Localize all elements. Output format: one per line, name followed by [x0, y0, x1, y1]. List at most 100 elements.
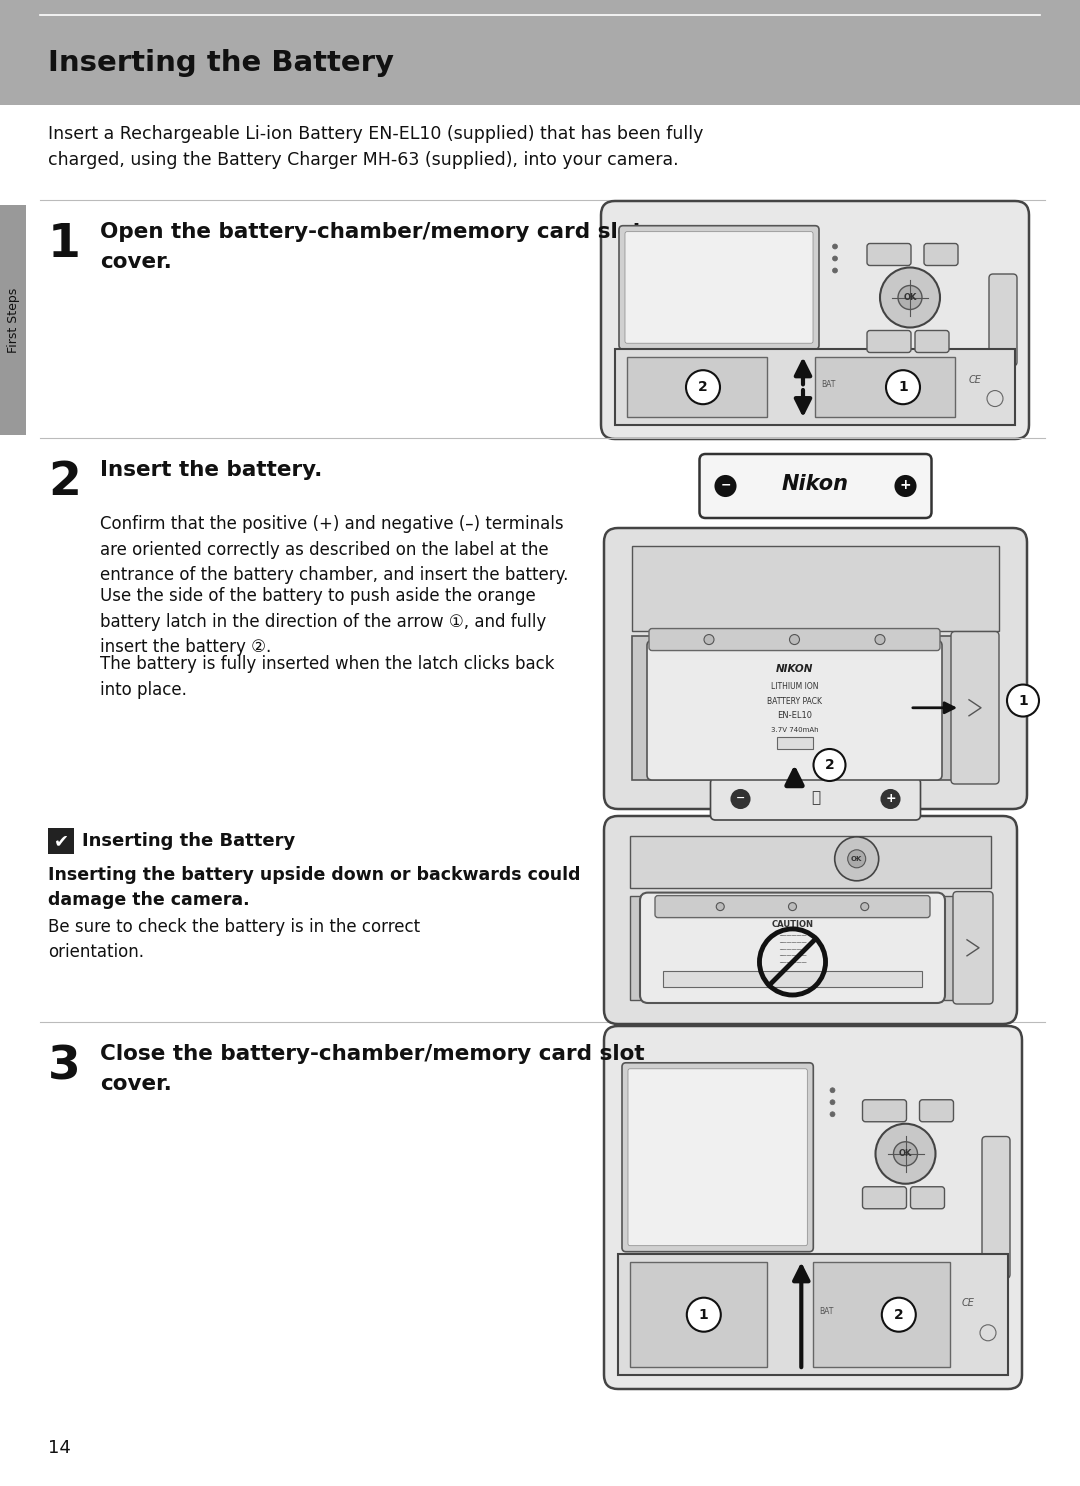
Text: CE: CE: [961, 1297, 974, 1308]
Circle shape: [897, 285, 922, 309]
Bar: [627, 358, 767, 418]
Text: ━━━━━━━━━━━: ━━━━━━━━━━━: [779, 935, 807, 939]
Text: 14: 14: [48, 1438, 71, 1456]
Circle shape: [831, 1088, 835, 1092]
FancyBboxPatch shape: [604, 816, 1017, 1024]
Bar: [615, 349, 1015, 425]
Text: OK: OK: [903, 293, 917, 302]
FancyBboxPatch shape: [982, 1137, 1010, 1278]
Text: NIKON: NIKON: [775, 664, 813, 673]
Circle shape: [831, 1100, 835, 1104]
Text: Insert a Rechargeable Li-ion Battery EN-EL10 (supplied) that has been fully
char: Insert a Rechargeable Li-ion Battery EN-…: [48, 125, 703, 169]
Circle shape: [861, 902, 868, 911]
Text: ━━━━━━━━━━━: ━━━━━━━━━━━: [779, 961, 807, 964]
Text: 1: 1: [899, 380, 908, 394]
FancyBboxPatch shape: [711, 779, 920, 820]
FancyBboxPatch shape: [640, 893, 945, 1003]
Circle shape: [835, 837, 879, 881]
Circle shape: [789, 635, 799, 645]
Text: EN-EL10: EN-EL10: [777, 710, 812, 719]
Bar: [48, 828, 75, 854]
Text: Use the side of the battery to push aside the orange
battery latch in the direct: Use the side of the battery to push asid…: [100, 587, 546, 657]
Text: 2: 2: [48, 461, 81, 505]
FancyBboxPatch shape: [647, 640, 942, 780]
Text: First Steps: First Steps: [6, 287, 19, 352]
Circle shape: [886, 370, 920, 404]
Text: −: −: [735, 794, 745, 802]
Bar: [632, 636, 957, 780]
Text: Inserting the battery upside down or backwards could
damage the camera.: Inserting the battery upside down or bac…: [48, 866, 581, 909]
FancyBboxPatch shape: [649, 629, 940, 651]
Circle shape: [686, 370, 720, 404]
Circle shape: [876, 1123, 935, 1184]
Text: −: −: [720, 478, 731, 492]
Circle shape: [704, 635, 714, 645]
Text: 2: 2: [698, 380, 707, 394]
Text: Close the battery-chamber/memory card slot
cover.: Close the battery-chamber/memory card sl…: [100, 1045, 645, 1094]
Text: 2: 2: [894, 1308, 904, 1321]
Text: 3: 3: [48, 1045, 81, 1089]
Circle shape: [813, 749, 846, 782]
Text: 2: 2: [825, 758, 835, 773]
Bar: [813, 1263, 949, 1367]
Text: Inserting the Battery: Inserting the Battery: [48, 49, 394, 77]
Circle shape: [831, 1112, 835, 1117]
FancyBboxPatch shape: [989, 273, 1017, 366]
FancyBboxPatch shape: [953, 892, 993, 1005]
Bar: [630, 837, 991, 887]
Text: Confirm that the positive (+) and negative (–) terminals
are oriented correctly : Confirm that the positive (+) and negati…: [100, 516, 568, 584]
FancyBboxPatch shape: [604, 528, 1027, 808]
FancyBboxPatch shape: [863, 1187, 906, 1208]
FancyBboxPatch shape: [919, 1100, 954, 1122]
FancyBboxPatch shape: [863, 1100, 906, 1122]
Circle shape: [848, 850, 866, 868]
Circle shape: [880, 267, 940, 327]
Text: ━━━━━━━━━━━: ━━━━━━━━━━━: [779, 954, 807, 958]
Bar: [777, 737, 812, 749]
Circle shape: [881, 1297, 916, 1331]
Text: CAUTION: CAUTION: [771, 920, 813, 929]
Text: The battery is fully inserted when the latch clicks back
into place.: The battery is fully inserted when the l…: [100, 655, 554, 698]
Text: Be sure to check the battery is in the correct
orientation.: Be sure to check the battery is in the c…: [48, 918, 420, 961]
Circle shape: [980, 1326, 996, 1340]
FancyBboxPatch shape: [700, 455, 931, 519]
FancyBboxPatch shape: [951, 632, 999, 785]
Text: 3.7V 740mAh: 3.7V 740mAh: [771, 727, 819, 733]
Text: Insert the battery.: Insert the battery.: [100, 461, 322, 480]
Text: ✔: ✔: [53, 832, 68, 850]
FancyBboxPatch shape: [924, 244, 958, 266]
Circle shape: [716, 902, 725, 911]
Text: 1: 1: [1018, 694, 1028, 707]
Circle shape: [715, 476, 735, 496]
Text: CE: CE: [969, 374, 982, 385]
Text: ━━━━━━━━━━━: ━━━━━━━━━━━: [779, 948, 807, 951]
Circle shape: [875, 635, 885, 645]
Text: Nikon: Nikon: [782, 474, 849, 493]
Bar: [632, 545, 999, 630]
Circle shape: [731, 791, 750, 808]
Text: Inserting the Battery: Inserting the Battery: [82, 832, 295, 850]
Circle shape: [881, 791, 900, 808]
FancyBboxPatch shape: [604, 1025, 1022, 1389]
Text: +: +: [886, 792, 895, 804]
FancyBboxPatch shape: [867, 330, 912, 352]
Text: BATTERY PACK: BATTERY PACK: [767, 697, 822, 706]
Bar: [815, 358, 955, 418]
Circle shape: [833, 244, 837, 250]
Bar: [0, 0, 1080, 106]
Text: OK: OK: [851, 856, 863, 862]
Circle shape: [895, 476, 916, 496]
Circle shape: [1007, 685, 1039, 716]
Circle shape: [687, 1297, 720, 1331]
Text: BAT: BAT: [821, 380, 835, 389]
FancyBboxPatch shape: [625, 232, 813, 343]
Circle shape: [788, 902, 797, 911]
Text: BAT: BAT: [820, 1308, 834, 1317]
FancyBboxPatch shape: [600, 201, 1029, 438]
Bar: [630, 1263, 767, 1367]
Circle shape: [987, 391, 1003, 407]
FancyBboxPatch shape: [867, 244, 912, 266]
Text: 1: 1: [699, 1308, 708, 1321]
Bar: [630, 896, 955, 1000]
Circle shape: [833, 256, 837, 262]
